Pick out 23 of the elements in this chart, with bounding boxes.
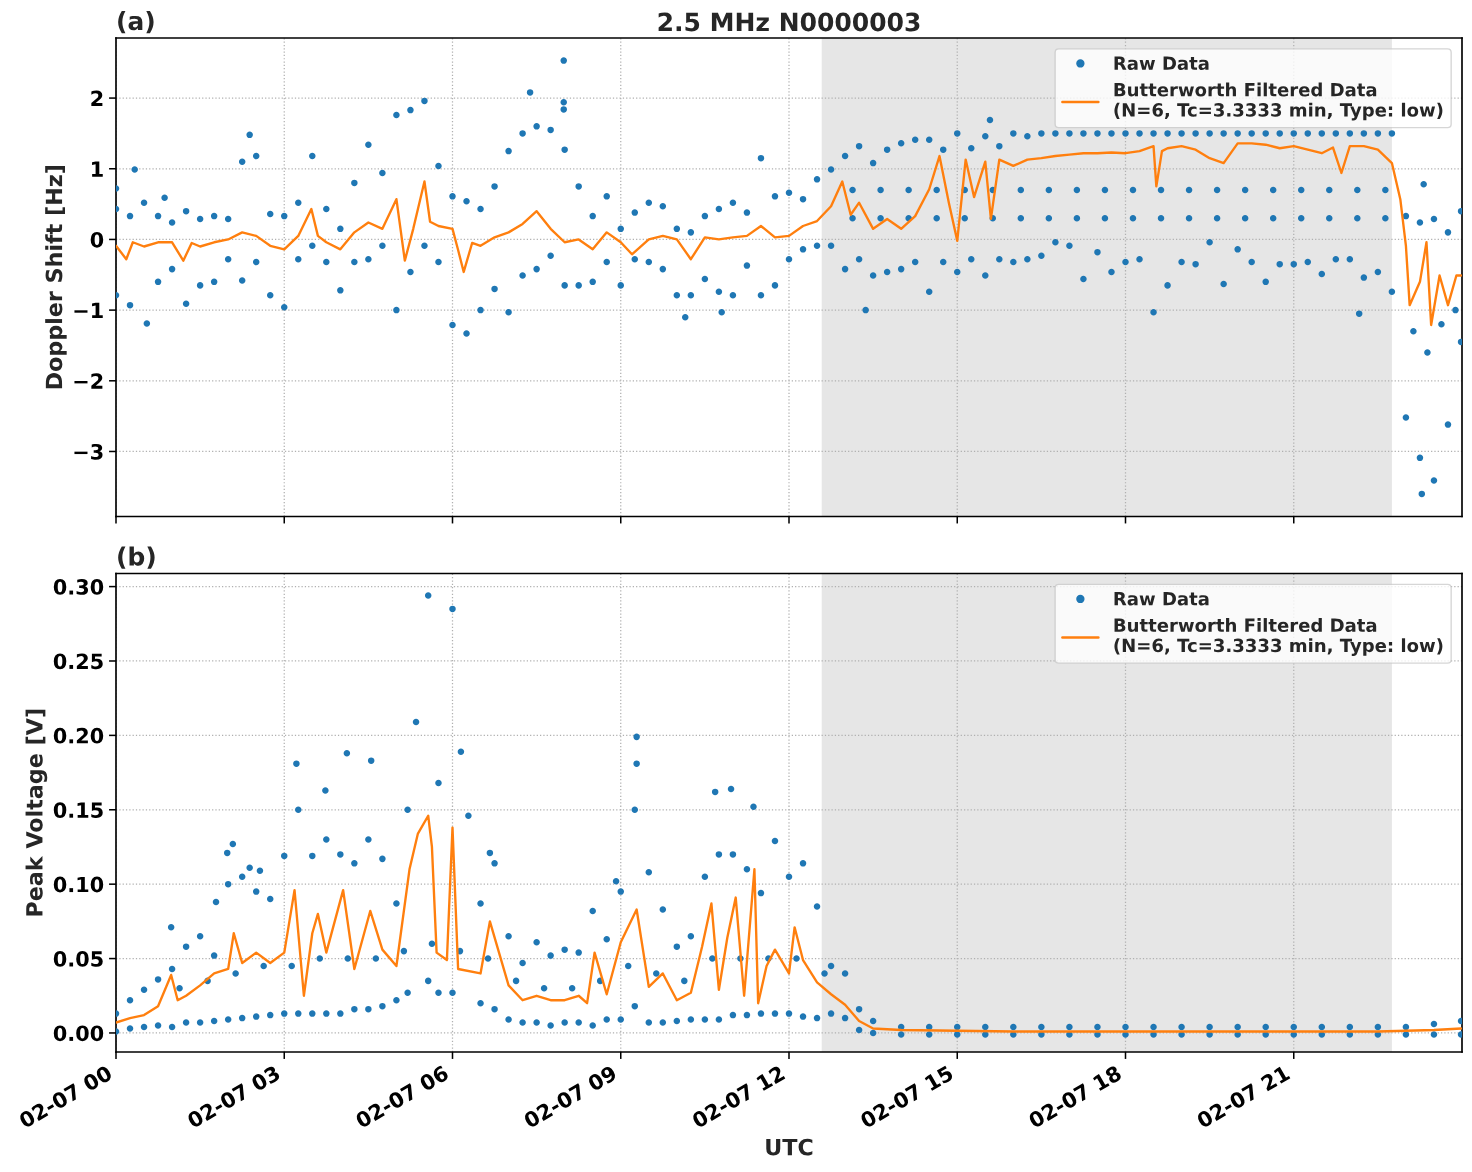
y-tick-label: 1 [92,161,103,177]
text: (a) [118,10,154,34]
legend-label: Butterworth Filtered Data (N=6, Tc=3.3333 min, Type: low) [1114,618,1443,656]
y-tick-label: 0.05 [53,951,103,967]
y-tick-label: 0.25 [53,653,103,670]
legend-label: Butterworth Filtered Data (N=6, Tc=3.3333 min, Type: low) [1114,82,1443,121]
y-axis-title: Doppler Shift [Hz] [45,166,67,389]
text: (b) [118,546,155,569]
y-tick-label: 0.20 [53,727,104,744]
y-tick-label: −1 [74,302,103,319]
x-axis-title: UTC [766,1138,813,1156]
y-tick-label: 0.00 [53,1025,104,1042]
y-tick-label: 0.30 [53,579,104,595]
y-axis-title: Peak Voltage [V] [25,709,48,916]
legend-label: Raw Data [1114,56,1209,71]
legend-label: Raw Data [1114,592,1209,606]
y-tick-label: −3 [74,443,103,460]
y-tick-label: 2 [91,90,103,106]
y-tick-label: 0 [90,231,104,248]
y-tick-label: −2 [74,373,103,389]
y-tick-label: 0.15 [53,802,103,818]
chart-title: 2.5 MHz N0000003 [658,12,920,32]
y-tick-label: 0.10 [53,876,104,893]
